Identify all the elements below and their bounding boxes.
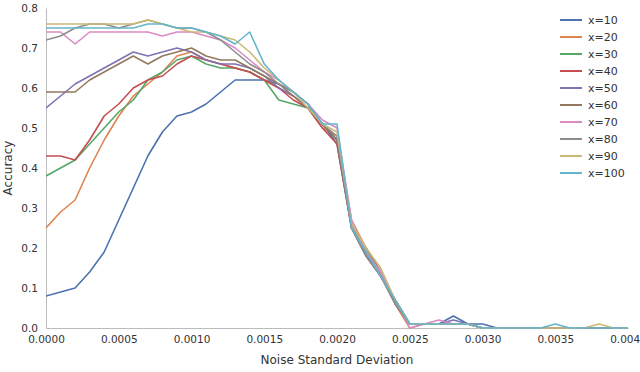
legend-swatch	[560, 138, 582, 140]
plot: 0.00000.00050.00100.00150.00200.00250.00…	[21, 2, 640, 346]
tick-label: 0.0	[21, 322, 38, 334]
tick: 0.4	[21, 162, 46, 174]
series-line	[46, 32, 628, 328]
tick: 0.7	[21, 42, 46, 54]
tick: 0.0005	[101, 328, 138, 345]
lines	[46, 20, 628, 328]
legend-label: x=60	[588, 99, 618, 112]
legend-swatch	[560, 121, 582, 123]
tick: 0.0030	[465, 328, 502, 345]
axis-line	[46, 9, 47, 329]
x-axis-title: Noise Standard Deviation	[261, 353, 414, 367]
chart: 0.00000.00050.00100.00150.00200.00250.00…	[0, 0, 640, 372]
tick: 0.0015	[246, 328, 283, 345]
legend-item: x=50	[560, 82, 618, 95]
tick: 0.1	[21, 282, 46, 294]
tick: 0.3	[21, 202, 46, 214]
legend-swatch	[560, 87, 582, 89]
legend-label: x=100	[588, 167, 625, 180]
legend-label: x=90	[588, 150, 618, 163]
legend-swatch	[560, 19, 582, 21]
tick-label: 0.0020	[319, 333, 356, 345]
series-line	[46, 48, 628, 328]
tick-label: 0.0000	[28, 333, 65, 345]
tick: 0.0035	[537, 328, 574, 345]
tick-label: 0.0040	[610, 333, 640, 345]
tick: 0.0010	[174, 328, 211, 345]
legend-label: x=30	[588, 48, 618, 61]
legend-swatch	[560, 70, 582, 72]
y-axis-title: Accuracy	[1, 141, 15, 196]
legend-item: x=70	[560, 116, 618, 129]
legend: x=10 x=20 x=30 x=40 x=50 x=60 x=70 x=80 x=90 x=10…	[560, 14, 625, 180]
tick: 0.0	[21, 322, 46, 334]
legend-swatch	[560, 36, 582, 38]
tick-label: 0.7	[21, 42, 38, 54]
series-line	[46, 56, 628, 328]
legend-item: x=90	[560, 150, 618, 163]
tick: 0.0040	[610, 328, 640, 345]
tick-label: 0.0035	[537, 333, 574, 345]
legend-item: x=80	[560, 133, 618, 146]
tick: 0.8	[21, 2, 46, 14]
tick-label: 0.0005	[101, 333, 138, 345]
legend-swatch	[560, 104, 582, 106]
series-line	[46, 20, 628, 328]
legend-item: x=60	[560, 99, 618, 112]
series-line	[46, 56, 628, 328]
legend-swatch	[560, 172, 582, 174]
tick-label: 0.0030	[465, 333, 502, 345]
tick-label: 0.0015	[246, 333, 283, 345]
legend-item: x=40	[560, 65, 618, 78]
tick-label: 0.4	[21, 162, 38, 174]
legend-item: x=10	[560, 14, 618, 27]
tick-label: 0.2	[21, 242, 38, 254]
tick: 0.5	[21, 122, 46, 134]
series-line	[46, 80, 628, 328]
legend-item: x=100	[560, 167, 625, 180]
series-line	[46, 48, 628, 328]
legend-label: x=10	[588, 14, 618, 27]
tick-label: 0.8	[21, 2, 38, 14]
tick-label: 0.6	[21, 82, 38, 94]
tick-label: 0.0025	[392, 333, 429, 345]
legend-label: x=50	[588, 82, 618, 95]
legend-swatch	[560, 53, 582, 55]
legend-swatch	[560, 155, 582, 157]
series-line	[46, 20, 628, 328]
legend-label: x=80	[588, 133, 618, 146]
legend-label: x=20	[588, 31, 618, 44]
tick: 0.0020	[319, 328, 356, 345]
legend-item: x=20	[560, 31, 618, 44]
tick-label: 0.5	[21, 122, 38, 134]
tick: 0.2	[21, 242, 46, 254]
tick-label: 0.0010	[174, 333, 211, 345]
legend-item: x=30	[560, 48, 618, 61]
y-axis: 0.0 0.1 0.2 0.3 0.4 0.5 0.6 0.7 0.8	[21, 2, 46, 334]
tick-label: 0.1	[21, 282, 38, 294]
series-line	[46, 24, 628, 328]
tick: 0.6	[21, 82, 46, 94]
tick: 0.0025	[392, 328, 429, 345]
tick-label: 0.3	[21, 202, 38, 214]
x-axis: 0.0000 0.0005 0.0010 0.0015 0.0020 0.0025 0.00…	[28, 328, 640, 345]
legend-label: x=40	[588, 65, 618, 78]
series-line	[46, 52, 628, 328]
legend-label: x=70	[588, 116, 618, 129]
